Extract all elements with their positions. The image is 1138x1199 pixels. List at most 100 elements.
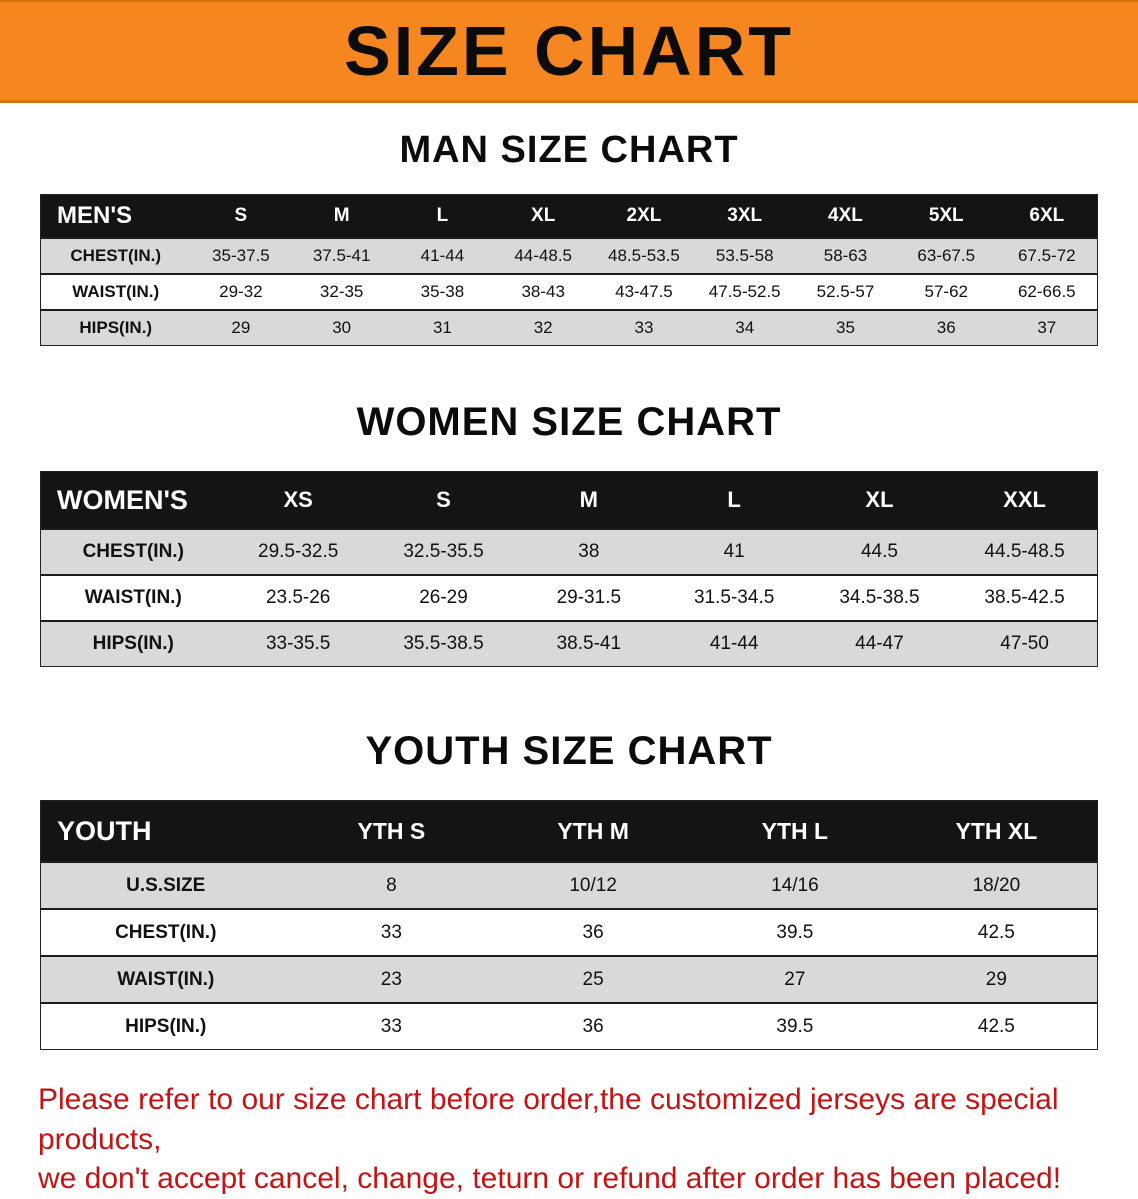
value-cell: 37.5-41 bbox=[312, 246, 371, 265]
women-header-row: WOMEN'S XS S M L XL XXL bbox=[40, 471, 1098, 529]
value-cell: 42.5 bbox=[977, 1015, 1015, 1037]
value-cell: 33 bbox=[634, 318, 654, 337]
row-label: HIPS(IN.) bbox=[125, 1015, 207, 1037]
value-cell: 58-63 bbox=[823, 246, 868, 265]
youth-size-col-header: YTH S bbox=[357, 817, 426, 844]
size-chart-banner: SIZE CHART bbox=[0, 0, 1138, 103]
value-cell: 23 bbox=[380, 968, 402, 990]
youth-size-table: YOUTH YTH S YTH M YTH L YTH XL U.S.SIZE … bbox=[40, 800, 1098, 1050]
value-cell: 35 bbox=[836, 318, 855, 337]
value-cell: 36 bbox=[582, 1015, 604, 1037]
value-cell: 29 bbox=[985, 968, 1007, 990]
value-cell: 29-31.5 bbox=[556, 587, 622, 608]
row-label: WAIST(IN.) bbox=[84, 587, 182, 608]
row-label: HIPS(IN.) bbox=[79, 318, 153, 337]
men-chest-row: CHEST(IN.) 35-37.5 37.5-41 41-44 44-48.5… bbox=[40, 238, 1098, 274]
youth-header-row: YOUTH YTH S YTH M YTH L YTH XL bbox=[40, 800, 1098, 862]
men-size-col-header: 6XL bbox=[1029, 205, 1065, 226]
men-size-col-header: S bbox=[234, 205, 248, 226]
men-section-heading: MAN SIZE CHART bbox=[399, 129, 739, 171]
value-cell: 29 bbox=[231, 318, 251, 337]
value-cell: 8 bbox=[386, 874, 397, 896]
row-label: CHEST(IN.) bbox=[70, 246, 162, 265]
youth-table-label: YOUTH bbox=[57, 815, 152, 846]
value-cell: 31.5-34.5 bbox=[694, 587, 775, 608]
value-cell: 41-44 bbox=[420, 246, 465, 265]
value-cell: 67.5-72 bbox=[1017, 246, 1076, 265]
men-size-col-header: 3XL bbox=[727, 205, 763, 226]
value-cell: 35.5-38.5 bbox=[403, 633, 484, 654]
value-cell: 34 bbox=[735, 318, 755, 337]
men-size-col-header: XL bbox=[531, 205, 556, 226]
youth-waist-row: WAIST(IN.) 23 25 27 29 bbox=[40, 956, 1098, 1003]
youth-size-col-header: YTH M bbox=[557, 817, 629, 844]
value-cell: 23.5-26 bbox=[265, 587, 331, 608]
value-cell: 33 bbox=[380, 1015, 402, 1037]
value-cell: 33 bbox=[380, 921, 402, 943]
youth-size-col-header: YTH L bbox=[761, 817, 829, 844]
value-cell: 32.5-35.5 bbox=[403, 541, 484, 562]
men-size-col-header: 4XL bbox=[828, 205, 863, 226]
value-cell: 41 bbox=[723, 541, 745, 562]
row-label: WAIST(IN.) bbox=[117, 968, 215, 990]
row-label: WAIST(IN.) bbox=[72, 282, 160, 301]
youth-ussize-row: U.S.SIZE 8 10/12 14/16 18/20 bbox=[40, 862, 1098, 909]
disclaimer-line-2: we don't accept cancel, change, teturn o… bbox=[38, 1162, 1062, 1196]
men-header-row: MEN'S S M L XL 2XL 3XL 4XL 5XL 6XL bbox=[40, 194, 1098, 238]
value-cell: 32-35 bbox=[319, 282, 364, 301]
value-cell: 62-66.5 bbox=[1017, 282, 1076, 301]
value-cell: 44-48.5 bbox=[514, 246, 573, 265]
women-size-col-header: S bbox=[436, 487, 451, 512]
women-waist-row: WAIST(IN.) 23.5-26 26-29 29-31.5 31.5-34… bbox=[40, 575, 1098, 621]
men-waist-row: WAIST(IN.) 29-32 32-35 35-38 38-43 43-47… bbox=[40, 274, 1098, 310]
women-section: WOMEN SIZE CHART WOMEN'S XS S M L XL XXL… bbox=[0, 400, 1138, 667]
disclaimer: Please refer to our size chart before or… bbox=[38, 1080, 1100, 1199]
value-cell: 44.5-48.5 bbox=[984, 541, 1065, 562]
women-size-col-header: XS bbox=[283, 487, 313, 512]
value-cell: 38-43 bbox=[521, 282, 565, 301]
women-hips-row: HIPS(IN.) 33-35.5 35.5-38.5 38.5-41 41-4… bbox=[40, 621, 1098, 667]
men-size-col-header: 2XL bbox=[626, 205, 662, 226]
row-label: CHEST(IN.) bbox=[82, 541, 184, 562]
women-section-heading: WOMEN SIZE CHART bbox=[356, 400, 782, 444]
men-size-table: MEN'S S M L XL 2XL 3XL 4XL 5XL 6XL CHEST… bbox=[40, 194, 1098, 346]
value-cell: 37 bbox=[1037, 318, 1057, 337]
men-size-col-header: 5XL bbox=[928, 205, 964, 226]
value-cell: 18/20 bbox=[972, 874, 1021, 896]
value-cell: 42.5 bbox=[977, 921, 1015, 943]
value-cell: 29-32 bbox=[219, 282, 263, 301]
value-cell: 53.5-58 bbox=[715, 246, 774, 265]
youth-chest-row: CHEST(IN.) 33 36 39.5 42.5 bbox=[40, 909, 1098, 956]
value-cell: 30 bbox=[332, 318, 352, 337]
value-cell: 47-50 bbox=[1000, 633, 1049, 654]
value-cell: 44.5 bbox=[860, 541, 898, 562]
women-table-label: WOMEN'S bbox=[57, 484, 188, 515]
women-size-col-header: M bbox=[579, 487, 598, 512]
men-section: MAN SIZE CHART MEN'S S M L XL 2XL 3XL 4X… bbox=[0, 129, 1138, 346]
value-cell: 29.5-32.5 bbox=[258, 541, 339, 562]
value-cell: 27 bbox=[784, 968, 806, 990]
value-cell: 26-29 bbox=[419, 587, 468, 608]
value-cell: 38.5-42.5 bbox=[984, 587, 1065, 608]
men-size-col-header: L bbox=[436, 205, 449, 226]
value-cell: 39.5 bbox=[776, 1015, 814, 1037]
value-cell: 48.5-53.5 bbox=[608, 246, 680, 265]
youth-section: YOUTH SIZE CHART YOUTH YTH S YTH M YTH L… bbox=[0, 729, 1138, 1050]
value-cell: 33-35.5 bbox=[265, 633, 331, 654]
value-cell: 41-44 bbox=[709, 633, 759, 654]
value-cell: 34.5-38.5 bbox=[839, 587, 920, 608]
disclaimer-line-1: Please refer to our size chart before or… bbox=[38, 1083, 1059, 1156]
value-cell: 35-38 bbox=[420, 282, 465, 301]
value-cell: 44-47 bbox=[855, 633, 904, 654]
value-cell: 39.5 bbox=[776, 921, 814, 943]
value-cell: 25 bbox=[582, 968, 604, 990]
women-size-table: WOMEN'S XS S M L XL XXL CHEST(IN.) 29.5-… bbox=[40, 471, 1098, 667]
value-cell: 57-62 bbox=[924, 282, 968, 301]
value-cell: 14/16 bbox=[771, 874, 819, 896]
women-size-col-header: XXL bbox=[1003, 487, 1046, 512]
youth-size-col-header: YTH XL bbox=[955, 817, 1038, 844]
value-cell: 35-37.5 bbox=[212, 246, 270, 265]
row-label: HIPS(IN.) bbox=[92, 633, 174, 654]
youth-hips-row: HIPS(IN.) 33 36 39.5 42.5 bbox=[40, 1003, 1098, 1050]
value-cell: 10/12 bbox=[569, 874, 617, 896]
